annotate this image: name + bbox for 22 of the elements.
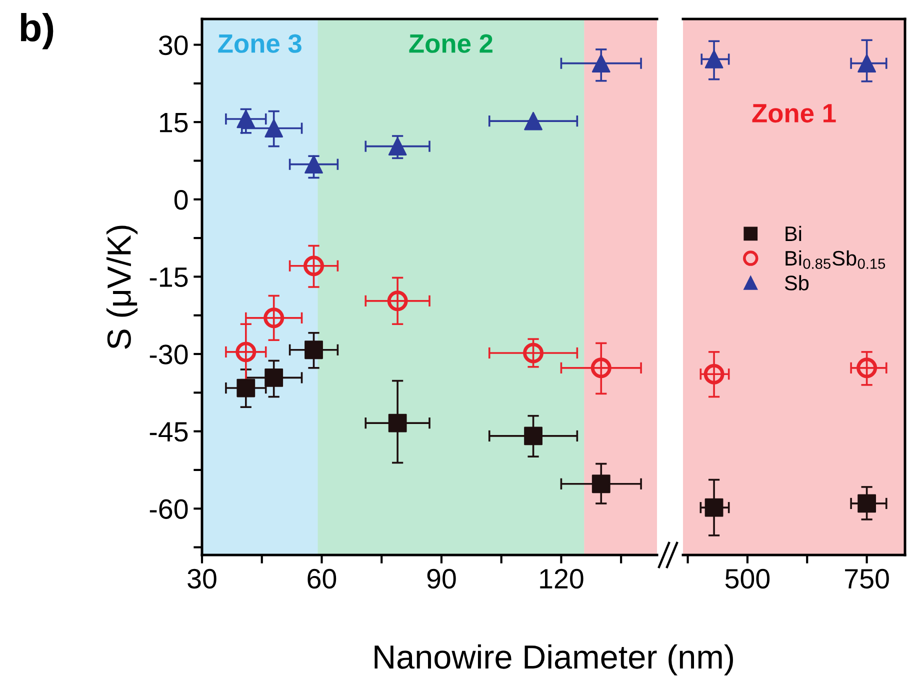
x-tick-label: 60 (308, 568, 336, 589)
x-tick-label: 500 (725, 568, 770, 589)
legend-label: Bi (786, 226, 802, 241)
band-label: Zone 3 (218, 34, 302, 53)
y-tick-label: 30 (158, 35, 188, 56)
x-tick-label: 30 (188, 568, 216, 589)
x-tick-label: 90 (427, 568, 456, 589)
legend-label: Bi$_{0.85}$Sb$_{0.15}$ (786, 250, 886, 269)
band-label: Zone 1 (752, 104, 836, 123)
y-tick-label: -60 (150, 499, 188, 519)
y-tick-label: -45 (150, 422, 188, 442)
y-axis-title: S (μV/K) (106, 226, 138, 349)
y-tick-label: 15 (160, 113, 188, 132)
y-tick-label: -30 (150, 344, 188, 364)
x-tick-label: 120 (540, 568, 584, 589)
x-tick-label: 750 (845, 568, 889, 589)
y-tick-label: -15 (150, 268, 188, 288)
band-label: Zone 2 (409, 34, 492, 53)
y-tick-label: 0 (174, 190, 188, 210)
x-axis-title: Nanowire Diameter (nm) (374, 644, 733, 676)
legend-label: Sb (784, 275, 809, 290)
text: b) (20, 12, 54, 50)
